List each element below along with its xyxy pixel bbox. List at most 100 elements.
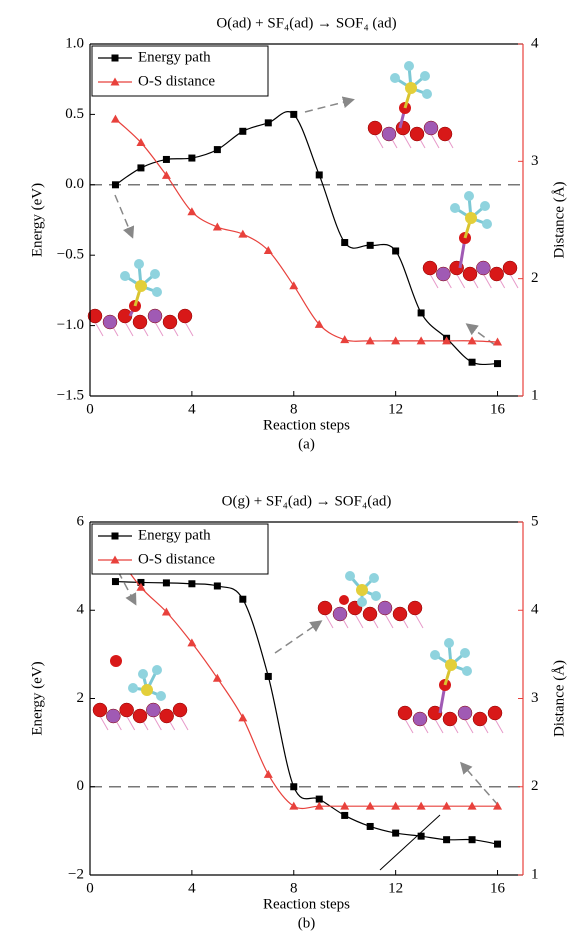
marker-triangle	[391, 801, 401, 810]
atom	[397, 705, 413, 721]
marker-square	[213, 582, 221, 590]
marker-square	[315, 171, 323, 179]
marker-square	[290, 110, 298, 118]
marker-square	[494, 840, 502, 848]
bond	[374, 133, 384, 149]
atom	[317, 600, 333, 616]
atom	[134, 259, 144, 269]
marker-triangle	[442, 801, 452, 810]
molecule-illustration	[87, 259, 194, 337]
y-axis-label: Energy (eV)	[29, 661, 45, 735]
arrow	[114, 194, 135, 239]
atom	[132, 314, 148, 330]
panel-caption: (a)	[298, 436, 315, 452]
y2-tick-label: 3	[531, 690, 539, 706]
y-tick-label: −1.5	[57, 387, 84, 403]
y-tick-label: −0.5	[57, 247, 84, 263]
marker-triangle	[289, 281, 299, 290]
atom	[332, 606, 348, 622]
marker-triangle	[289, 801, 299, 810]
atom	[110, 655, 122, 667]
marker-square	[239, 595, 247, 603]
atom	[482, 219, 492, 229]
marker-square	[137, 578, 145, 586]
marker-triangle	[416, 801, 426, 810]
atom	[412, 711, 428, 727]
marker-triangle	[442, 336, 452, 345]
marker-square	[264, 119, 272, 127]
x-tick-label: 0	[86, 880, 94, 896]
atom	[119, 702, 134, 718]
bond	[152, 715, 162, 731]
bond	[464, 718, 474, 734]
marker-triangle	[467, 801, 477, 810]
atom	[177, 308, 193, 324]
legend-label: O-S distance	[138, 551, 215, 567]
bond	[430, 133, 440, 149]
y-tick-label: 0.0	[65, 176, 84, 192]
bond	[154, 321, 164, 337]
atom	[436, 266, 451, 282]
atom	[437, 126, 453, 142]
y2-tick-label: 4	[531, 35, 539, 51]
marker-square	[494, 360, 502, 368]
y2-tick-label: 4	[531, 602, 539, 618]
marker-triangle	[136, 582, 146, 591]
marker-triangle	[161, 170, 171, 179]
atom	[381, 126, 397, 142]
x-tick-label: 8	[290, 401, 298, 417]
atom	[392, 606, 408, 622]
y-tick-label: 0.5	[65, 106, 84, 122]
bond	[414, 613, 424, 629]
atom	[156, 691, 166, 701]
marker-triangle	[467, 336, 477, 345]
bond	[434, 718, 444, 734]
marker-triangle	[493, 801, 503, 810]
y2-tick-label: 1	[531, 387, 539, 403]
atom	[345, 571, 355, 581]
marker-square	[341, 811, 349, 819]
marker-triangle	[340, 801, 350, 810]
bond	[184, 321, 194, 337]
marker-square	[111, 54, 119, 62]
atom	[132, 708, 148, 724]
atom	[117, 308, 133, 324]
marker-triangle	[136, 138, 146, 147]
atom	[371, 591, 381, 601]
atom	[390, 73, 400, 83]
chart-title: O(g) + SF₄(ad) → SOF₄(ad)	[222, 493, 392, 509]
bond	[404, 718, 414, 734]
bond	[324, 613, 334, 629]
bond	[482, 273, 492, 289]
y2-tick-label: 1	[531, 866, 539, 882]
series-line	[115, 111, 498, 366]
bond	[402, 133, 412, 149]
atom	[422, 260, 438, 276]
atom	[487, 705, 503, 721]
atom	[377, 600, 393, 616]
bond	[429, 273, 439, 289]
marker-square	[111, 578, 119, 586]
legend-label: Energy path	[138, 49, 211, 65]
molecule-illustration	[422, 191, 519, 289]
arrow	[304, 96, 355, 113]
atom	[405, 82, 417, 94]
marker-triangle	[314, 801, 324, 810]
atom	[147, 308, 163, 324]
series-line	[115, 118, 498, 343]
atom	[430, 650, 440, 660]
y2-tick-label: 3	[531, 153, 539, 169]
atom	[457, 705, 473, 721]
atom	[472, 711, 488, 727]
atom	[339, 595, 349, 605]
marker-square	[417, 832, 425, 840]
series-line	[115, 580, 498, 845]
atom	[92, 702, 108, 718]
marker-square	[188, 154, 196, 162]
marker-square	[341, 239, 349, 247]
atom	[362, 606, 378, 622]
marker-triangle	[263, 246, 273, 255]
legend-box	[91, 523, 269, 575]
bond	[509, 273, 519, 289]
atom	[162, 314, 178, 330]
